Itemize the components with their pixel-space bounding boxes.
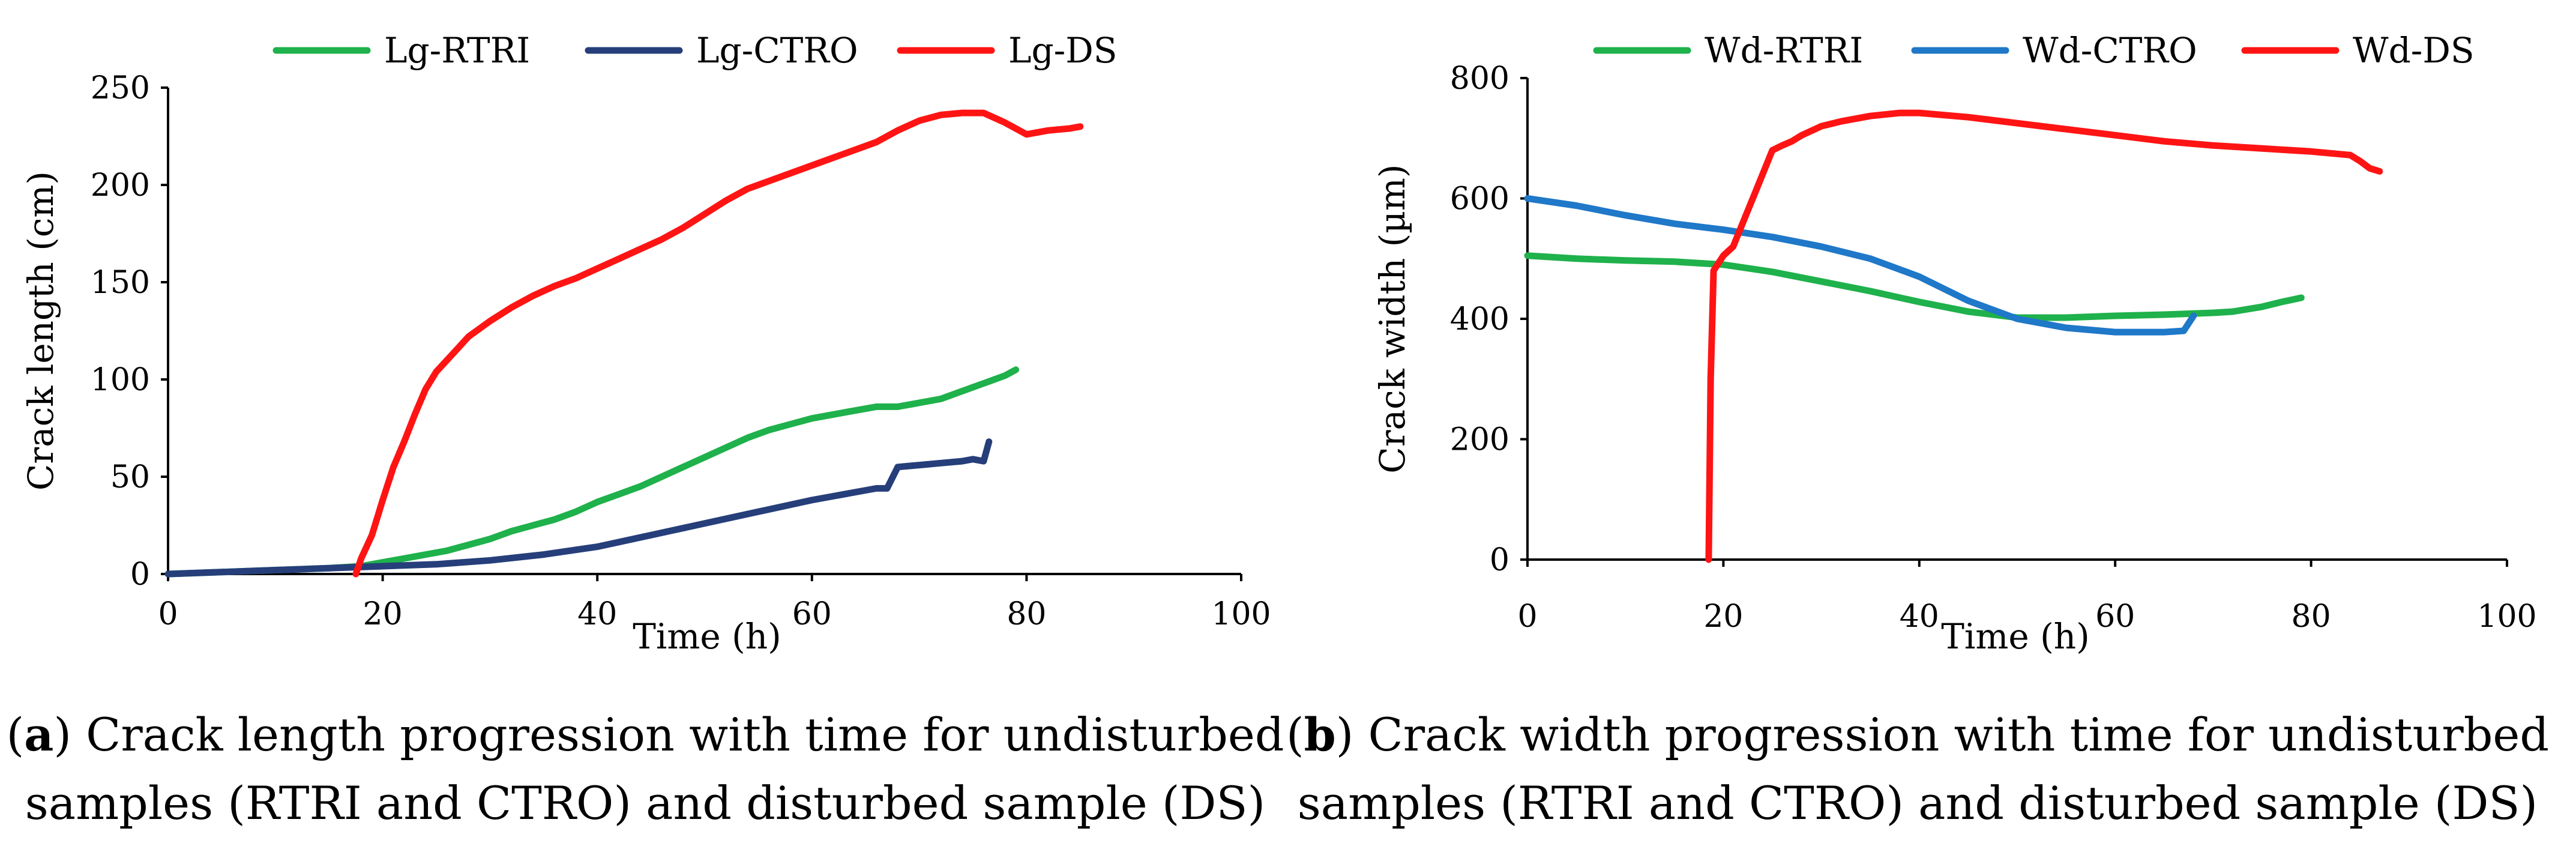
panel-a-xtick-label-5: 100 [1211,596,1271,632]
panel-a-ytick-label-4: 200 [91,168,150,204]
panel-b-y-ticks: 0 200 400 600 800 [1450,61,1527,578]
panel-b-xtick-label-5: 100 [2477,599,2536,635]
panel-a-y-axis-label: Crack length (cm) [20,171,61,491]
series-line-wd-ctro [1524,195,2197,336]
panel-a-y-ticks: 0 50 100 150 200 250 [91,70,168,593]
panel-b-x-axis-label: Time (h) [1941,616,2090,657]
series-line-wd-ds [1705,109,2383,563]
panel-a-xtick-label-1: 20 [363,596,403,632]
panel-b-ytick-label-4: 800 [1450,61,1509,97]
panel-b-ytick-label-0: 0 [1490,542,1509,578]
panel-b-xtick-label-4: 80 [2292,599,2331,635]
legend-a-label-1: Lg-CTRO [696,30,858,71]
caption-a-line2: samples (RTRI and CTRO) and disturbed sa… [25,776,1265,830]
legend-a-label-2: Lg-DS [1008,30,1117,71]
series-line-lg-ctro [164,438,993,578]
legend-b-label-0: Wd-RTRI [1705,30,1863,71]
panel-a-x-ticks: 0 20 40 60 80 100 [158,574,1271,632]
caption-b-line2: samples (RTRI and CTRO) and disturbed sa… [1298,776,2538,830]
panel-b-xtick-label-0: 0 [1517,599,1537,635]
panel-a-xtick-label-3: 60 [792,596,832,632]
series-line-wd-rtri [1524,252,2305,321]
panel-b-legend: Wd-RTRI Wd-CTRO Wd-DS [1593,30,2475,71]
caption-b-line1-text: ) Crack width progression with time for … [1336,708,2549,761]
panel-a-ytick-label-5: 250 [91,70,150,106]
panel-a-xtick-label-0: 0 [158,596,178,632]
panel-b-ytick-label-2: 400 [1450,301,1509,337]
panel-b-xtick-label-1: 20 [1703,599,1743,635]
panel-a-x-axis-label: Time (h) [633,616,781,657]
series-line-lg-rtri [164,366,1019,578]
panel-a-xtick-label-4: 80 [1007,596,1046,632]
panel-a-ytick-label-2: 100 [91,362,150,398]
caption-a-line1: (a) Crack length progression with time f… [6,708,1284,761]
panel-b-x-ticks: 0 20 40 60 80 100 [1517,560,2537,635]
legend-b-label-2: Wd-DS [2353,30,2475,71]
series-line-lg-ds [352,109,1084,578]
panel-b-ytick-label-1: 200 [1450,422,1509,458]
panel-a-ytick-label-1: 50 [110,459,150,495]
caption-b-letter: b [1304,708,1336,761]
caption-a-line1-text: ) Crack length progression with time for… [53,708,1284,761]
panel-a-ytick-label-0: 0 [130,557,150,593]
panel-b-chart: Wd-RTRI Wd-CTRO Wd-DS 0 200 400 600 800 [1372,30,2537,657]
panel-a-ytick-label-3: 150 [91,265,150,301]
panel-b-plot [1524,109,2383,563]
caption-b-line1: (b) Crack width progression with time fo… [1286,708,2549,761]
panel-b-xtick-label-3: 60 [2095,599,2135,635]
panel-b-ytick-label-3: 600 [1450,181,1509,217]
panel-a-legend: Lg-RTRI Lg-CTRO Lg-DS [272,30,1117,71]
legend-b-label-1: Wd-CTRO [2023,30,2197,71]
panel-a-chart: Lg-RTRI Lg-CTRO Lg-DS 0 50 100 150 200 2… [20,30,1271,657]
panel-b-y-axis-label: Crack width (µm) [1372,164,1413,473]
panel-b-xtick-label-2: 40 [1900,599,1939,635]
panel-a-xtick-label-2: 40 [577,596,617,632]
caption-a-letter: a [24,708,53,761]
panel-a-plot [164,109,1084,578]
legend-a-label-0: Lg-RTRI [384,30,530,71]
